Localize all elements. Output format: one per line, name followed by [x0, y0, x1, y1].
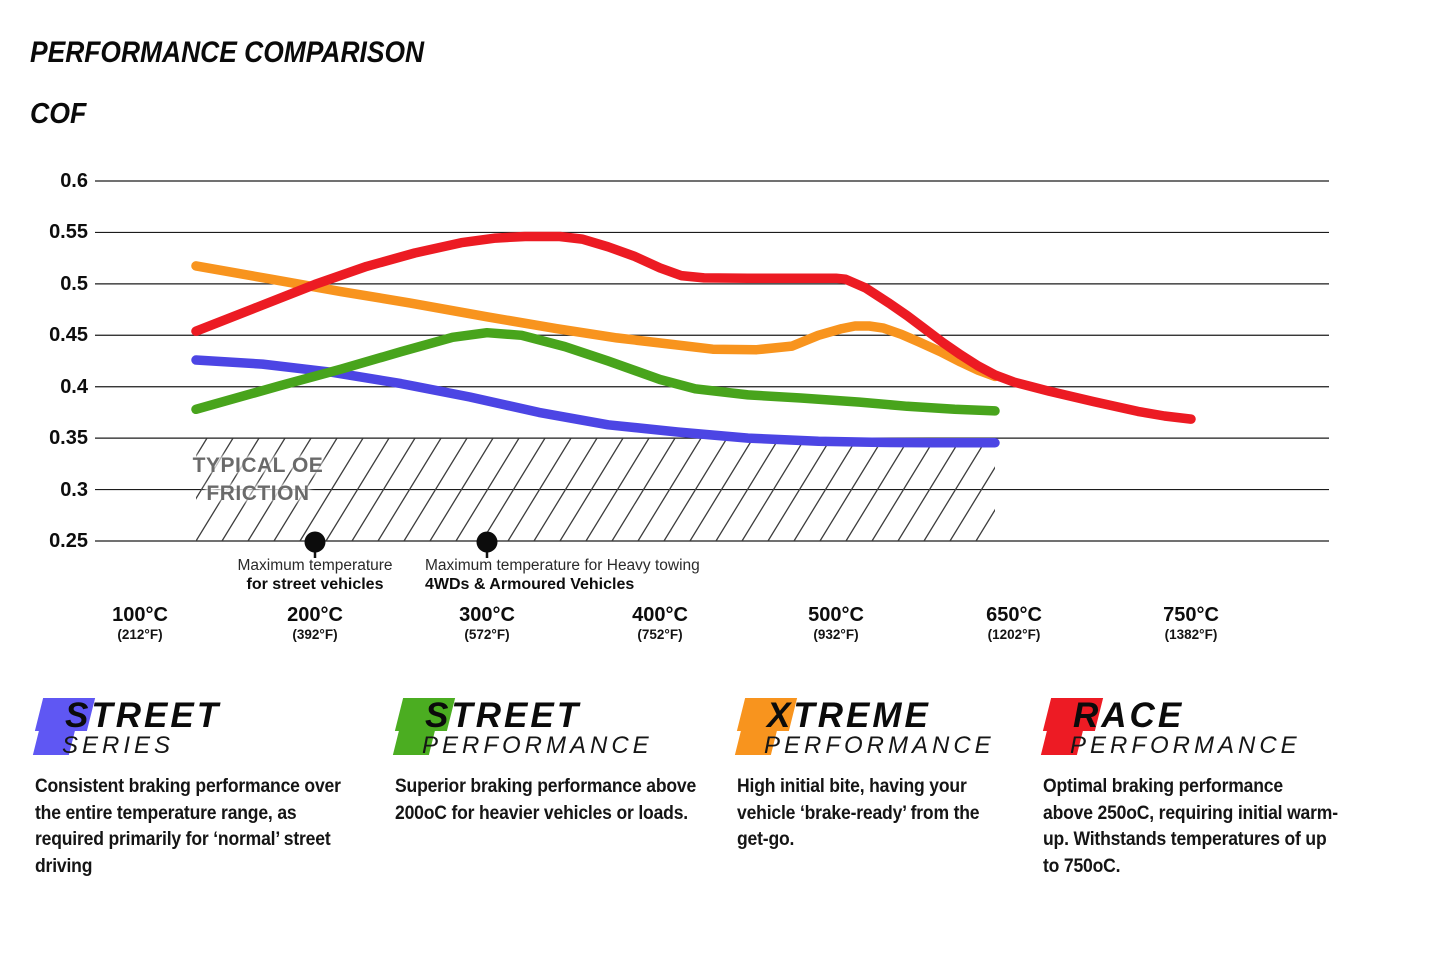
typical-oe-friction-label: TYPICAL OE FRICTION: [193, 452, 324, 508]
logo-word2: PERFORMANCE: [422, 732, 653, 759]
series-line-street-performance: [191, 327, 1000, 416]
x-tick-fahrenheit: (212°F): [117, 627, 163, 642]
y-tick-label: 0.35: [49, 427, 88, 450]
race-performance-logo: RACE PERFORMANCE: [1040, 696, 1445, 759]
x-tick-label: 200°C (392°F): [287, 604, 343, 643]
y-tick-label: 0.4: [60, 375, 88, 398]
logo-word1: RACE: [1073, 696, 1185, 735]
annotation-line2: for street vehicles: [246, 576, 384, 593]
x-tick-label: 500°C (932°F): [808, 604, 864, 643]
x-tick-fahrenheit: (572°F): [464, 627, 510, 642]
x-tick-label: 650°C (1202°F): [986, 604, 1042, 643]
annotation-heavy-towing: Maximum temperature for Heavy towing 4WDs…: [425, 556, 700, 594]
x-tick-celsius: 650°C: [986, 604, 1042, 626]
oe-label-line2: FRICTION: [206, 482, 310, 505]
y-tick-label: 0.3: [60, 478, 88, 501]
annotation-street: Maximum temperature for street vehicles: [237, 556, 392, 594]
x-tick-label: 750°C (1382°F): [1163, 604, 1219, 643]
logo-word2: PERFORMANCE: [1070, 732, 1301, 759]
legend-description: Superior braking performance above 200oC…: [395, 775, 697, 824]
logo-word2: SERIES: [62, 732, 175, 759]
x-tick-celsius: 200°C: [287, 604, 343, 626]
logo-word1: STREET: [65, 696, 222, 735]
series-line-race-performance: [191, 231, 1196, 424]
annotation-dot: [476, 531, 498, 553]
annotation-line2: 4WDs & Armoured Vehicles: [425, 576, 635, 593]
x-tick-celsius: 750°C: [1163, 604, 1219, 626]
y-axis-title: COF: [30, 98, 87, 130]
x-tick-fahrenheit: (1382°F): [1164, 627, 1218, 642]
street-performance-logo: STREET PERFORMANCE: [392, 696, 815, 759]
x-tick-fahrenheit: (392°F): [292, 627, 338, 642]
legend-item-street-performance: STREET PERFORMANCE Superior braking perfor…: [392, 696, 815, 826]
y-tick-label: 0.5: [60, 272, 88, 295]
legend-item-race-performance: RACE PERFORMANCE Optimal braking performan…: [1040, 696, 1445, 879]
logo-word1: STREET: [425, 696, 582, 735]
xtreme-performance-logo: XTREME PERFORMANCE: [734, 696, 1157, 759]
street-series-logo: STREET SERIES: [32, 696, 455, 759]
oe-hatch: [196, 438, 995, 541]
y-tick-label: 0.25: [49, 530, 88, 552]
legend-description: Consistent braking performance over the …: [35, 775, 341, 877]
legend-item-street-series: STREET SERIES Consistent braking performan…: [32, 696, 455, 879]
x-tick-fahrenheit: (932°F): [813, 627, 859, 642]
x-tick-label: 100°C (212°F): [112, 604, 168, 643]
annotation-line1: Maximum temperature for Heavy towing: [425, 557, 700, 574]
logo-word1: XTREME: [767, 696, 931, 735]
x-tick-celsius: 300°C: [459, 604, 515, 626]
annotation-line1: Maximum temperature: [237, 557, 393, 574]
y-tick-label: 0.45: [49, 324, 88, 347]
x-tick-celsius: 100°C: [112, 604, 168, 626]
series-line-xtreme-performance: [191, 261, 1000, 382]
y-tick-label: 0.6: [60, 170, 88, 192]
page-title: PERFORMANCE COMPARISON: [30, 36, 425, 69]
x-tick-label: 400°C (752°F): [632, 604, 688, 643]
y-tick-label: 0.55: [49, 221, 88, 244]
legend-item-xtreme-performance: XTREME PERFORMANCE High initial bite, havi…: [734, 696, 1157, 853]
x-tick-celsius: 400°C: [632, 604, 688, 626]
legend-description: High initial bite, having your vehicle ‘…: [737, 775, 980, 850]
legend-description: Optimal braking performance above 250oC,…: [1043, 775, 1338, 877]
x-tick-celsius: 500°C: [808, 604, 864, 626]
x-tick-fahrenheit: (752°F): [637, 627, 683, 642]
annotation-dot: [304, 531, 326, 553]
x-tick-label: 300°C (572°F): [459, 604, 515, 643]
logo-word2: PERFORMANCE: [764, 732, 995, 759]
oe-label-line1: TYPICAL OE: [192, 454, 324, 477]
x-tick-fahrenheit: (1202°F): [987, 627, 1041, 642]
